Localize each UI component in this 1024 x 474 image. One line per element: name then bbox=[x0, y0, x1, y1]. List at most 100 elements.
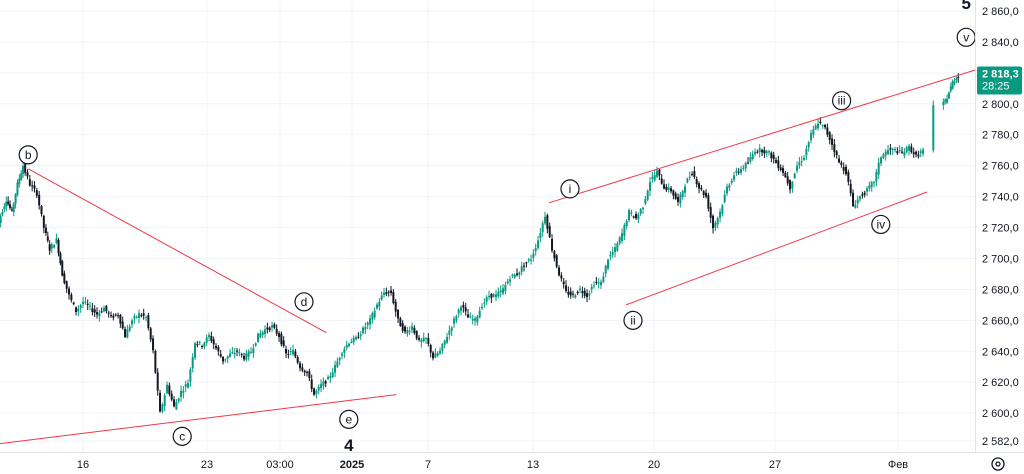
candle-body bbox=[98, 312, 101, 317]
wave-label-e[interactable]: e bbox=[339, 409, 359, 429]
settings-icon[interactable] bbox=[991, 457, 1005, 471]
trend-line[interactable] bbox=[548, 69, 977, 204]
candle-body bbox=[142, 313, 145, 316]
candle-body bbox=[581, 291, 584, 293]
candle-body bbox=[9, 204, 11, 208]
candle-body bbox=[175, 401, 178, 410]
price-tick-label: 2 860,0 bbox=[982, 6, 1019, 18]
wave-label-d[interactable]: d bbox=[294, 292, 314, 312]
wave-label-4[interactable]: 4 bbox=[344, 436, 354, 455]
candle-body bbox=[401, 323, 404, 331]
trend-line[interactable] bbox=[0, 394, 397, 445]
wave-label-circle bbox=[871, 214, 891, 235]
candle-body bbox=[285, 348, 288, 354]
candle-body bbox=[649, 182, 652, 191]
candle-body bbox=[208, 335, 211, 338]
candle-body bbox=[264, 329, 267, 334]
trend-line[interactable] bbox=[625, 191, 928, 306]
candle-body bbox=[758, 148, 761, 152]
wave-label-ii[interactable]: ii bbox=[623, 310, 643, 330]
candle-body bbox=[555, 255, 558, 267]
candle-body bbox=[502, 288, 505, 294]
candle-body bbox=[835, 151, 838, 156]
candle-body bbox=[343, 349, 346, 354]
candle-body bbox=[609, 254, 612, 257]
candle-body bbox=[387, 291, 390, 293]
wave-label-v[interactable]: v bbox=[956, 27, 976, 47]
wave-label-text: c bbox=[179, 429, 185, 443]
candle-body bbox=[147, 315, 150, 329]
candle-body bbox=[44, 227, 47, 234]
candle-body bbox=[807, 142, 810, 148]
candle-body bbox=[446, 336, 449, 343]
candle-body bbox=[849, 183, 852, 194]
candle-body bbox=[763, 149, 766, 154]
candle-body bbox=[462, 304, 465, 308]
candle-body bbox=[553, 251, 556, 259]
candle-body bbox=[245, 353, 248, 360]
wave-label-b[interactable]: b bbox=[18, 145, 38, 165]
candle-body bbox=[110, 315, 113, 317]
candle-body bbox=[826, 127, 829, 135]
price-axis[interactable]: 2 860,02 840,02 820,02 800,02 780,02 760… bbox=[982, 6, 1019, 448]
candle-body bbox=[803, 157, 806, 160]
candle-body bbox=[754, 152, 757, 155]
candle-body bbox=[663, 184, 666, 189]
candle-body bbox=[238, 351, 241, 353]
candle-body bbox=[651, 176, 654, 179]
candle-body bbox=[637, 214, 640, 220]
candle-body bbox=[79, 305, 82, 308]
candle-body bbox=[308, 371, 311, 379]
candle-body bbox=[845, 166, 848, 175]
candle-body bbox=[756, 151, 759, 153]
wave-label-c[interactable]: c bbox=[172, 426, 192, 446]
candle-body bbox=[667, 187, 670, 190]
candle-body bbox=[3, 206, 6, 210]
candle-body bbox=[70, 294, 73, 301]
candle-body bbox=[273, 324, 276, 328]
candle-body bbox=[322, 381, 325, 386]
candle-body bbox=[55, 238, 58, 243]
candle-body bbox=[306, 371, 309, 373]
candle-body bbox=[859, 196, 862, 200]
candle-body bbox=[712, 215, 715, 229]
candle-body bbox=[898, 149, 901, 151]
wave-label-iii[interactable]: iii bbox=[831, 91, 852, 111]
candle-body bbox=[448, 330, 451, 335]
candle-body bbox=[89, 305, 92, 307]
candle-body bbox=[842, 167, 845, 171]
candle-body bbox=[392, 291, 395, 303]
candle-body bbox=[100, 311, 103, 313]
candle-body bbox=[784, 172, 787, 178]
candle-body bbox=[751, 154, 754, 160]
candle-body bbox=[404, 326, 407, 332]
wave-label-iv[interactable]: iv bbox=[871, 214, 891, 235]
candle-body bbox=[177, 398, 180, 402]
candle-body bbox=[77, 308, 80, 312]
wave-label-circle bbox=[172, 426, 192, 446]
candle-body bbox=[595, 281, 598, 284]
candle-body bbox=[182, 390, 185, 394]
wave-label-text: 4 bbox=[344, 436, 354, 455]
candle-body bbox=[709, 207, 712, 218]
candle-body bbox=[497, 291, 500, 297]
candle-body bbox=[770, 152, 773, 159]
candle-body bbox=[544, 216, 547, 224]
time-axis[interactable]: 16 23 03:00 2025 7 13 20 27 Фев bbox=[77, 459, 908, 471]
wave-label-5[interactable]: 5 bbox=[961, 0, 970, 13]
candle-body bbox=[469, 316, 472, 318]
candle-body bbox=[721, 205, 724, 214]
candle-body bbox=[124, 329, 127, 338]
candle-body bbox=[870, 182, 873, 187]
candle-body bbox=[380, 295, 383, 300]
candle-body bbox=[0, 215, 2, 224]
trend-line[interactable] bbox=[27, 168, 327, 334]
wave-label-i[interactable]: i bbox=[560, 179, 580, 199]
candle-body bbox=[478, 310, 481, 318]
candle-body bbox=[644, 199, 647, 204]
candle-body bbox=[884, 151, 887, 156]
candle-body bbox=[348, 343, 351, 347]
candle-body bbox=[957, 76, 960, 78]
candle-body bbox=[16, 182, 19, 195]
